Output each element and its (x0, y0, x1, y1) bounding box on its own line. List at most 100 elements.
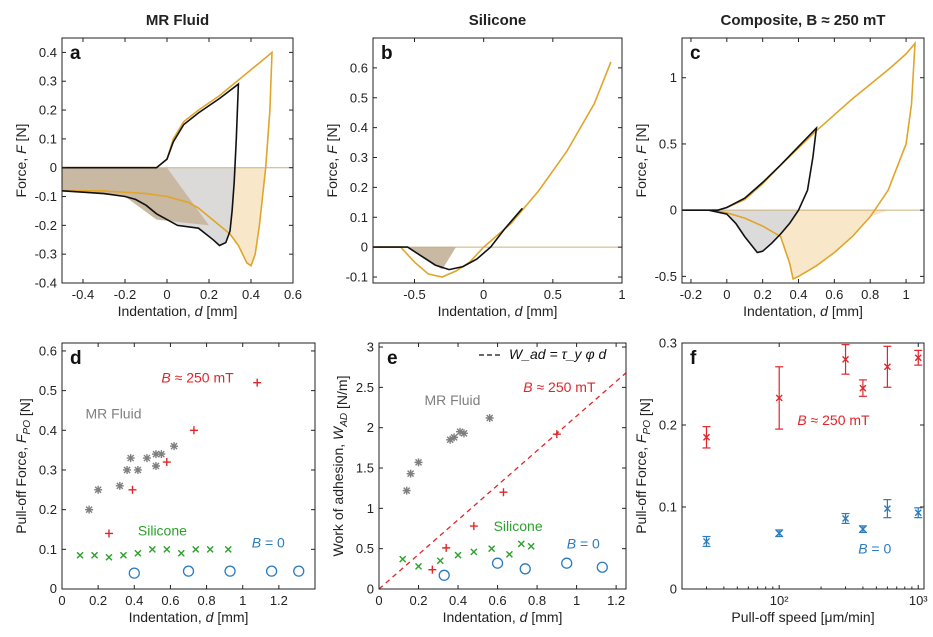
panel-letter: a (70, 43, 81, 64)
y-axis-label: Force, F [N] (633, 124, 649, 198)
annotation: MR Fluid (424, 392, 480, 408)
y-tick-label: 0.3 (659, 336, 677, 351)
y-tick-label: 2 (367, 420, 374, 435)
y-tick-label: 0.4 (39, 423, 57, 438)
plot-area (702, 344, 923, 547)
panel-d: B ≈ 250 mT MR Fluid Silicone B = 0 0 0.2 0.4 0.… (13, 342, 316, 625)
data-point (438, 569, 450, 581)
data-point (105, 553, 113, 561)
x-axis-label: Indentation, d [mm] (129, 609, 249, 625)
x-tick-label: 0.4 (449, 593, 467, 608)
plot-area (682, 40, 924, 281)
x-tick-label: 0 (58, 593, 65, 608)
data-point (85, 505, 94, 514)
data-point (775, 529, 783, 537)
data-point (253, 378, 262, 387)
annotation: B = 0 (858, 541, 891, 557)
y-axis-label: Pull-off Force, FPO [N] (13, 398, 33, 534)
y-tick-label: -0.4 (35, 276, 57, 291)
data-point (189, 426, 198, 435)
panel-title: Composite, B ≈ 250 mT (721, 12, 886, 29)
data-point (157, 450, 166, 459)
data-point (527, 542, 535, 550)
y-tick-label: 0.5 (356, 541, 374, 556)
data-point (775, 394, 783, 402)
y-tick-label: 0.3 (39, 462, 57, 477)
data-point (456, 427, 465, 436)
data-point (883, 505, 891, 513)
y-tick-label: 1 (367, 501, 374, 516)
data-point (163, 545, 171, 553)
y-tick-label: 0.2 (39, 502, 57, 517)
series-line-1 (62, 82, 240, 247)
x-tick-label: 0.2 (200, 287, 218, 302)
fit-line (379, 372, 626, 589)
data-point (170, 442, 179, 451)
y-tick-label: -0.2 (35, 218, 57, 233)
data-point (192, 545, 200, 553)
x-tick-label: 1.2 (607, 593, 625, 608)
y-tick-label: 0.2 (39, 103, 57, 118)
data-point (428, 565, 437, 574)
y-tick-label: 0 (670, 203, 677, 218)
data-point (552, 430, 561, 439)
data-point (265, 565, 278, 577)
data-point (142, 454, 151, 463)
y-tick-label: 0.1 (39, 542, 57, 557)
data-point (126, 454, 135, 463)
panel-letter: b (381, 43, 393, 64)
panel-b: -0.5 0 0.5 1 -0.1 0 0.1 0.2 0.3 0.4 0.5 0.6 Indentat… (324, 12, 626, 319)
data-point (414, 458, 423, 467)
plot-area (373, 61, 622, 278)
data-point (459, 429, 468, 438)
y-tick-label: 0.5 (39, 383, 57, 398)
overlap-fill (62, 167, 209, 226)
x-tick-label: 0.2 (754, 287, 772, 302)
data-point (293, 565, 305, 577)
series-line-1 (373, 207, 524, 271)
x-tick-label: 0.6 (284, 287, 302, 302)
panel-e: MR Fluid B ≈ 250 mT Silicone B = 0 W_ad = τ_… (330, 340, 627, 625)
panel-a: -0.4 -0.2 0 0.2 0.4 0.6 -0.4 -0.3 -0.2 -0.1 0 0.1 0.… (13, 12, 302, 319)
x-tick-label: 0.6 (825, 287, 843, 302)
panel-c: -0.2 0 0.2 0.4 0.6 0.8 1 -0.5 0 0.5 1 Indentation, … (633, 12, 925, 319)
x-tick-label: 0.4 (242, 287, 260, 302)
data-point (517, 540, 525, 548)
annotation: Silicone (494, 518, 543, 534)
x-axis-label: Indentation, d [mm] (438, 303, 558, 319)
y-tick-label: 0 (367, 582, 374, 597)
x-tick-label: 1 (618, 287, 625, 302)
x-tick-label: 0.8 (861, 287, 879, 302)
x-tick-label: 0.8 (198, 593, 216, 608)
data-point (123, 465, 132, 474)
y-axis-label: Force, F [N] (324, 124, 340, 198)
x-tick-label: 1 (239, 593, 246, 608)
area-fill-1 (682, 210, 817, 253)
y-tick-label: -0.1 (35, 189, 57, 204)
x-tick-label: 1 (902, 287, 909, 302)
data-point (182, 565, 195, 577)
data-point (151, 462, 160, 470)
data-point (450, 433, 459, 442)
y-tick-label: 0.6 (350, 60, 368, 75)
data-point (104, 529, 113, 538)
data-point (148, 545, 156, 553)
data-point (128, 567, 140, 579)
x-tick-label: -0.2 (680, 287, 702, 302)
annotation: B ≈ 250 mT (523, 379, 596, 395)
x-tick-label: 0 (480, 287, 487, 302)
data-point (485, 414, 494, 423)
x-tick-label: 10³ (909, 593, 928, 608)
x-tick-label: 0.4 (789, 287, 807, 302)
y-tick-label: 0.4 (350, 120, 368, 135)
y-tick-label: 0 (50, 581, 57, 596)
plot-area (379, 372, 626, 589)
y-tick-label: 0.2 (659, 418, 677, 433)
data-point (91, 551, 99, 559)
axes-frame (681, 342, 925, 590)
panel-f: B ≈ 250 mT B = 0 10² 10³ 0 0.1 0.2 0.3 Pull-off … (633, 336, 928, 626)
panel-letter: f (690, 348, 697, 369)
data-point (134, 549, 142, 557)
panel-letter: c (690, 43, 701, 64)
data-point (596, 561, 608, 573)
